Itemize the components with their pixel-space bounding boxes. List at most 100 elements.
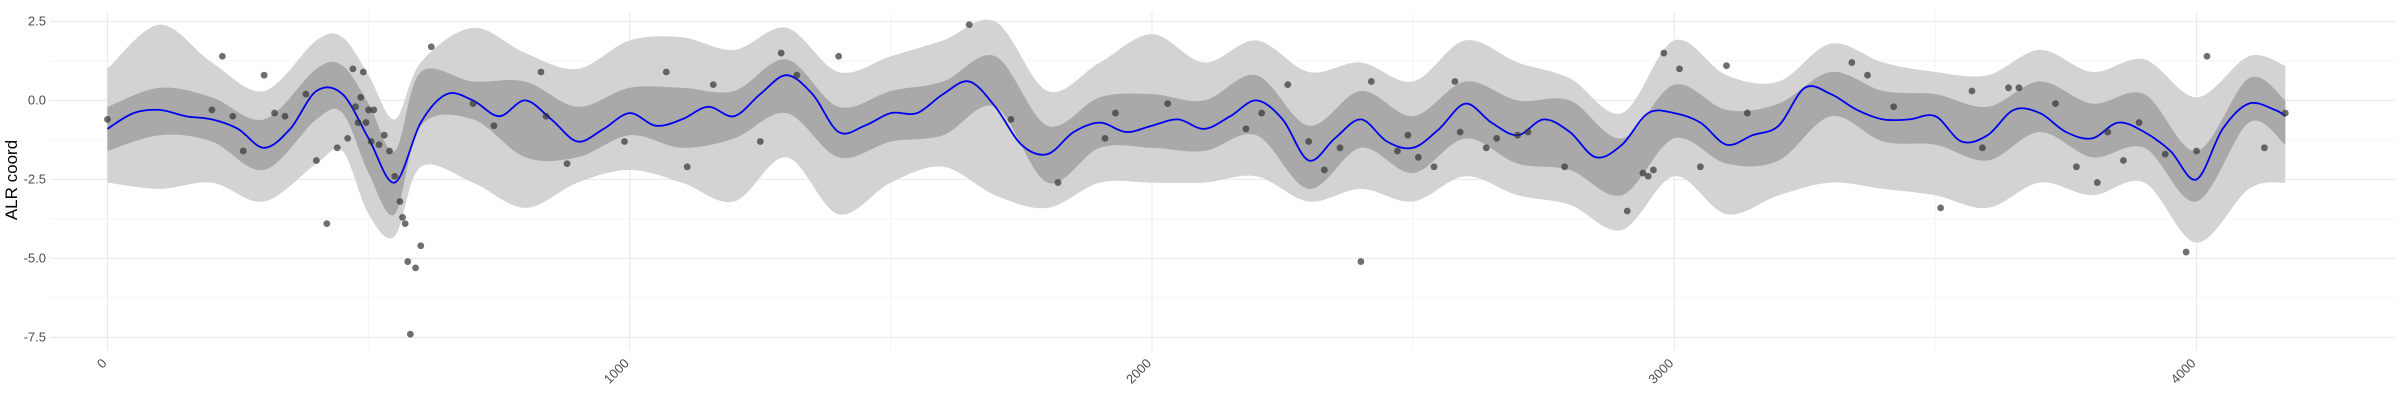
data-point	[537, 68, 545, 76]
data-point	[354, 119, 362, 126]
data-point	[333, 144, 341, 152]
data-point	[1968, 87, 1976, 95]
data-point	[323, 220, 331, 228]
data-point	[1357, 258, 1365, 265]
y-tick-label: 2.5	[28, 13, 46, 28]
data-point	[1979, 144, 1986, 152]
data-point	[396, 198, 404, 205]
data-point	[399, 213, 406, 221]
y-axis-title: ALR coord	[2, 140, 21, 220]
data-point	[349, 65, 357, 73]
data-point	[2161, 150, 2169, 158]
data-point	[1242, 125, 1250, 133]
data-point	[542, 112, 550, 120]
data-point	[1864, 71, 1871, 79]
data-point	[1676, 65, 1683, 73]
data-point	[229, 112, 237, 120]
data-point	[1723, 62, 1730, 70]
data-point	[1320, 166, 1328, 174]
data-point	[2052, 100, 2059, 108]
data-point	[1394, 147, 1401, 155]
data-point	[344, 134, 352, 142]
data-point	[386, 147, 393, 155]
data-point	[1305, 138, 1313, 145]
data-point	[777, 49, 785, 57]
data-point	[1493, 134, 1501, 142]
data-point	[302, 90, 310, 98]
data-point	[1890, 103, 1898, 111]
data-point	[1644, 172, 1652, 180]
data-point	[965, 21, 973, 29]
data-point	[391, 172, 399, 180]
data-point	[835, 52, 843, 60]
data-point	[406, 330, 414, 338]
data-point	[404, 258, 412, 265]
data-point	[1848, 59, 1856, 66]
data-point	[1404, 131, 1412, 139]
data-point	[2203, 52, 2211, 60]
data-point	[1561, 163, 1568, 171]
data-point	[2261, 144, 2268, 152]
x-tick-label: 0	[94, 356, 110, 372]
data-point	[1164, 100, 1172, 108]
data-point	[1451, 78, 1459, 85]
data-point	[2120, 157, 2127, 164]
data-point	[1524, 128, 1532, 136]
data-point	[1514, 131, 1521, 139]
data-point	[359, 68, 367, 76]
data-point	[1336, 144, 1344, 152]
data-point	[271, 109, 278, 117]
data-point	[683, 163, 691, 171]
data-point	[1743, 109, 1751, 117]
data-point	[401, 220, 409, 228]
data-point	[412, 264, 419, 272]
data-point	[208, 106, 216, 114]
data-point	[2005, 84, 2012, 92]
inner-confidence-band	[107, 54, 2286, 216]
data-point	[1456, 128, 1464, 136]
y-tick-label: -2.5	[24, 171, 46, 186]
data-point	[469, 100, 477, 108]
data-point	[621, 138, 628, 145]
y-tick-label: -7.5	[24, 329, 46, 344]
data-point	[370, 106, 378, 114]
data-point	[1649, 166, 1657, 174]
data-point	[417, 242, 425, 250]
data-point	[365, 106, 372, 114]
data-point	[2281, 109, 2289, 117]
data-point	[1112, 109, 1119, 117]
data-point	[1696, 163, 1704, 171]
x-tick-label: 1000	[601, 356, 632, 387]
data-point	[2073, 163, 2080, 171]
data-point	[1284, 81, 1292, 89]
data-point	[1482, 144, 1490, 152]
data-point	[1258, 109, 1266, 117]
data-point	[239, 147, 247, 155]
confidence-bands	[107, 19, 2286, 243]
data-point	[1007, 116, 1015, 123]
data-point	[2104, 128, 2112, 136]
data-point	[357, 93, 365, 101]
data-point	[380, 131, 388, 139]
data-point	[104, 116, 111, 123]
data-point	[218, 52, 226, 60]
data-point	[709, 81, 717, 89]
data-point	[367, 138, 375, 145]
data-point	[2182, 248, 2190, 256]
data-point	[563, 160, 571, 168]
data-point	[2015, 84, 2023, 92]
data-point	[1639, 169, 1647, 177]
y-tick-label: -5.0	[24, 250, 46, 265]
data-point	[375, 141, 383, 149]
data-point	[1430, 163, 1438, 171]
data-point	[1367, 78, 1375, 85]
data-point	[662, 68, 670, 76]
data-point	[756, 138, 764, 145]
data-point	[1937, 204, 1945, 212]
data-point	[352, 103, 359, 111]
x-tick-label: 3000	[1645, 356, 1676, 387]
data-point	[2193, 147, 2200, 155]
data-point	[2093, 179, 2101, 186]
data-point	[312, 157, 320, 164]
